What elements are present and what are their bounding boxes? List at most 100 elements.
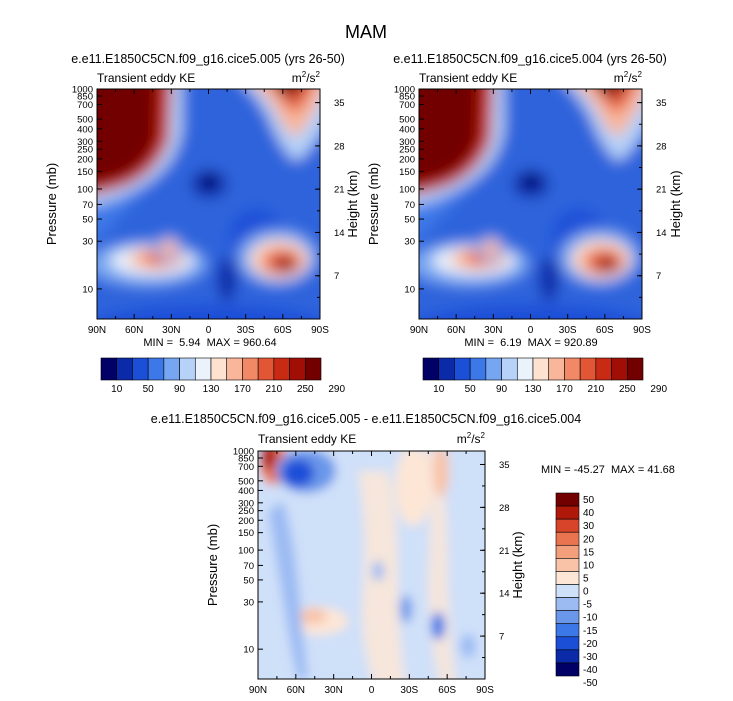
y-tick-label: 400 [77, 124, 93, 135]
colorbar-swatch [555, 662, 580, 677]
panel-a: e.e11.E1850C5CN.f09_g16.cice5.005 (yrs 2… [44, 52, 360, 395]
colorbar-label: 290 [650, 384, 667, 395]
colorbar-swatch [555, 518, 580, 533]
panel-diff-variable-label: Transient eddy KE [258, 432, 356, 446]
y2-tick-label: 7 [334, 271, 339, 282]
panel-diff-stats: MIN = -45.27 MAX = 41.68 [541, 464, 675, 476]
colorbar-swatch [469, 357, 487, 381]
colorbar-label: 10 [583, 560, 595, 571]
colorbar-swatch [132, 357, 149, 381]
colorbar-swatch [147, 357, 165, 381]
colorbar-swatch [210, 357, 228, 381]
y-tick-label: 30 [404, 237, 415, 248]
colorbar-label: 130 [525, 384, 542, 395]
panel-diff-title: e.e11.E1850C5CN.f09_g16.cice5.005 - e.e1… [151, 412, 581, 426]
y2-tick-label: 7 [656, 271, 661, 282]
x-tick-label: 90N [249, 685, 267, 696]
y-tick-label: 300 [77, 137, 93, 148]
y-tick-label: 500 [399, 115, 415, 126]
panel-diff-x-axis: 90N 60N 30N 0 30S 60S 90S [249, 451, 494, 696]
panel-diff-units: m2/s2 [457, 431, 486, 446]
colorbar-swatch [454, 357, 471, 381]
panel-diff-y2-axis: 35 28 21 14 7 [480, 460, 510, 680]
y2-tick-label: 14 [656, 228, 667, 239]
colorbar-swatch [555, 610, 580, 625]
colorbar-label: 10 [433, 384, 445, 395]
colorbar-label: -5 [583, 600, 592, 611]
colorbar-swatch [532, 357, 550, 381]
y-tick-label: 250 [399, 145, 415, 156]
panel-b-colorbar: 10 50 90 130 170 210 250 290 [422, 357, 667, 395]
y-tick-label: 70 [404, 200, 415, 211]
y2-tick-label: 28 [334, 141, 345, 152]
colorbar-swatch [555, 636, 580, 651]
y-tick-label: 200 [238, 516, 254, 527]
y2-tick-label: 21 [334, 185, 345, 196]
colorbar-swatch [595, 357, 612, 381]
y2-tick-label: 7 [499, 632, 504, 643]
x-tick-label: 90N [88, 325, 106, 336]
x-tick-label: 90S [311, 325, 329, 336]
y-tick-label: 150 [399, 167, 415, 178]
panel-b-field [419, 89, 642, 319]
y2-tick-label: 35 [334, 98, 345, 109]
y2-tick-label: 35 [499, 460, 510, 471]
colorbar-swatch [555, 558, 580, 572]
x-tick-label: 60N [125, 325, 143, 336]
y-tick-label: 150 [77, 167, 93, 178]
colorbar-swatch [555, 505, 580, 520]
panel-b-ylabel: Pressure (mb) [366, 163, 381, 245]
colorbar-label: 30 [583, 521, 595, 532]
x-tick-label: 30S [237, 325, 255, 336]
x-tick-label: 30N [484, 325, 502, 336]
colorbar-swatch [100, 357, 118, 381]
figure-title: MAM [345, 22, 387, 42]
y2-tick-label: 14 [334, 228, 345, 239]
panel-b-variable-label: Transient eddy KE [419, 71, 517, 85]
y2-tick-label: 14 [499, 589, 510, 600]
colorbar-swatch [501, 357, 518, 381]
colorbar-swatch [548, 357, 565, 381]
colorbar-swatch [564, 357, 581, 381]
colorbar-swatch [273, 357, 290, 381]
colorbar-swatch [226, 357, 243, 381]
colorbar-label: 170 [556, 384, 573, 395]
panel-diff-y2label: Height (km) [510, 531, 525, 598]
colorbar-label: 5 [583, 573, 589, 584]
x-tick-label: 0 [206, 325, 212, 336]
colorbar-label: 50 [143, 384, 155, 395]
panel-b: e.e11.E1850C5CN.f09_g16.cice5.004 (yrs 2… [366, 52, 683, 395]
x-tick-label: 90S [633, 325, 651, 336]
panel-a-x-axis: 90N 60N 30N 0 30S 60S 90S [88, 89, 329, 336]
colorbar-label: -15 [583, 626, 598, 637]
colorbar-swatch [438, 357, 455, 381]
x-tick-label: 30N [162, 325, 180, 336]
colorbar-swatch [116, 357, 133, 381]
panel-a-ylabel: Pressure (mb) [44, 163, 59, 245]
y-tick-label: 10 [82, 284, 93, 295]
colorbar-label: 170 [234, 384, 251, 395]
panel-b-stats: MIN = 6.19 MAX = 920.89 [464, 337, 597, 349]
x-tick-label: 60N [287, 685, 305, 696]
x-tick-label: 0 [369, 685, 375, 696]
y-tick-label: 1000 [394, 85, 415, 96]
colorbar-label: -40 [583, 665, 598, 676]
y-tick-label: 100 [399, 184, 415, 195]
colorbar-swatch [611, 357, 628, 381]
colorbar-swatch [555, 492, 580, 507]
colorbar-swatch [555, 571, 580, 585]
panel-a-stats: MIN = 5.94 MAX = 960.64 [143, 337, 276, 349]
colorbar-label: 0 [583, 587, 589, 598]
colorbar-label: 290 [328, 384, 345, 395]
y2-tick-label: 28 [499, 503, 510, 514]
panel-a-variable-label: Transient eddy KE [97, 71, 195, 85]
colorbar-swatch [289, 357, 306, 381]
y-tick-label: 50 [243, 575, 254, 586]
panel-a-y2-axis: 35 28 21 14 7 [315, 98, 345, 320]
colorbar-label: 210 [266, 384, 283, 395]
y-tick-label: 70 [82, 200, 93, 211]
